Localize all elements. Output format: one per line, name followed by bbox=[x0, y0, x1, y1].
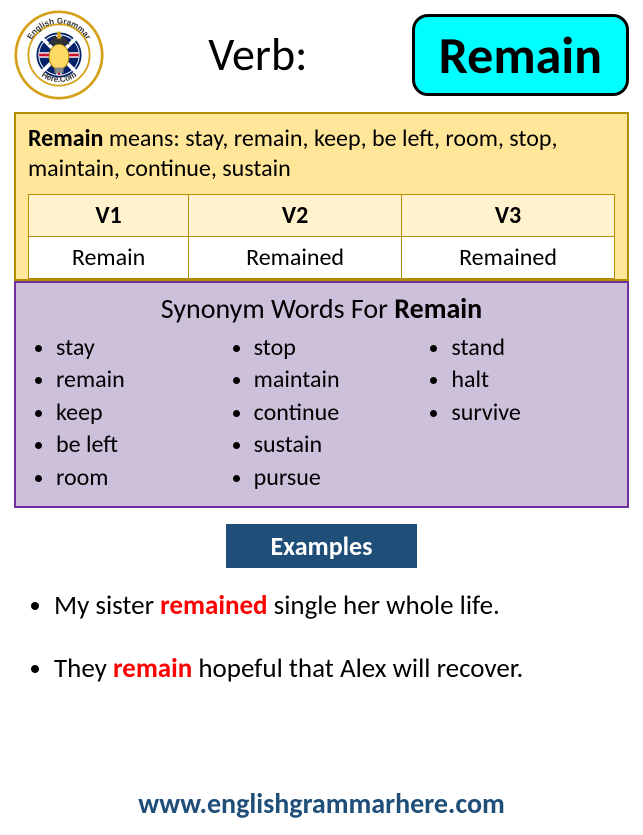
header: English Grammar Here.Com Verb: Remain bbox=[14, 10, 629, 100]
example-pre: My sister bbox=[54, 589, 160, 622]
example-post: single her whole life. bbox=[268, 589, 500, 622]
verb-label: Verb: bbox=[118, 27, 398, 83]
list-item: keep bbox=[56, 397, 218, 429]
list-item: stand bbox=[451, 332, 613, 364]
list-item: survive bbox=[451, 397, 613, 429]
list-item: stop bbox=[254, 332, 416, 364]
footer-url: www.englishgrammarhere.com bbox=[0, 786, 643, 821]
examples-label-wrap: Examples bbox=[14, 524, 629, 568]
list-item: pursue bbox=[254, 462, 416, 494]
example-highlight: remain bbox=[113, 652, 192, 685]
list-item: maintain bbox=[254, 364, 416, 396]
definition-prefix: means: bbox=[103, 124, 185, 153]
synonym-title: Synonym Words For Remain bbox=[30, 291, 613, 326]
synonym-columns: stay remain keep be left room stop maint… bbox=[30, 332, 613, 494]
list-item: continue bbox=[254, 397, 416, 429]
synonym-title-word: Remain bbox=[394, 291, 482, 326]
cell-v3: Remained bbox=[402, 237, 615, 279]
synonym-col-2: stop maintain continue sustain pursue bbox=[228, 332, 416, 494]
example-post: hopeful that Alex will recover. bbox=[192, 652, 523, 685]
col-v3: V3 bbox=[402, 195, 615, 237]
table-row: Remain Remained Remained bbox=[29, 237, 615, 279]
definition-text: Remain means: stay, remain, keep, be lef… bbox=[28, 124, 615, 184]
list-item: sustain bbox=[254, 429, 416, 461]
cell-v1: Remain bbox=[29, 237, 189, 279]
synonym-title-prefix: Synonym Words For bbox=[161, 291, 394, 326]
synonym-box: Synonym Words For Remain stay remain kee… bbox=[14, 281, 629, 508]
verb-word-box: Remain bbox=[412, 14, 629, 96]
table-header-row: V1 V2 V3 bbox=[29, 195, 615, 237]
example-item: My sister remained single her whole life… bbox=[54, 588, 607, 623]
synonym-col-3: stand halt survive bbox=[425, 332, 613, 494]
examples-label: Examples bbox=[226, 524, 416, 568]
example-list: My sister remained single her whole life… bbox=[14, 588, 629, 686]
example-item: They remain hopeful that Alex will recov… bbox=[54, 651, 607, 686]
synonym-col-1: stay remain keep be left room bbox=[30, 332, 218, 494]
example-pre: They bbox=[54, 652, 113, 685]
list-item: remain bbox=[56, 364, 218, 396]
list-item: be left bbox=[56, 429, 218, 461]
definition-box: Remain means: stay, remain, keep, be lef… bbox=[14, 112, 629, 281]
example-highlight: remained bbox=[160, 589, 267, 622]
list-item: room bbox=[56, 462, 218, 494]
definition-word: Remain bbox=[28, 124, 103, 153]
col-v1: V1 bbox=[29, 195, 189, 237]
site-logo: English Grammar Here.Com bbox=[14, 10, 104, 100]
list-item: stay bbox=[56, 332, 218, 364]
list-item: halt bbox=[451, 364, 613, 396]
verb-forms-table: V1 V2 V3 Remain Remained Remained bbox=[28, 194, 615, 279]
col-v2: V2 bbox=[189, 195, 402, 237]
cell-v2: Remained bbox=[189, 237, 402, 279]
